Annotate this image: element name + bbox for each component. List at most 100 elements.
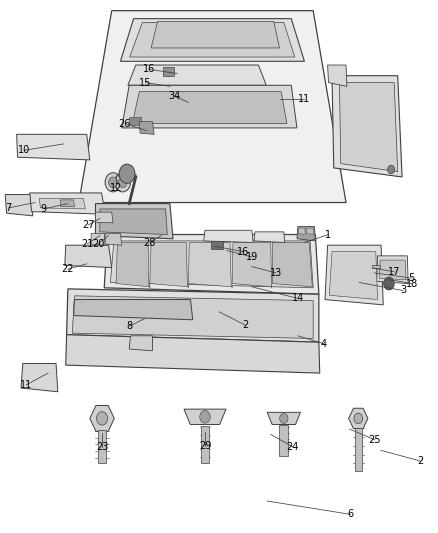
Polygon shape — [122, 85, 297, 128]
Polygon shape — [98, 430, 106, 463]
Polygon shape — [95, 212, 113, 223]
Polygon shape — [151, 21, 279, 48]
Polygon shape — [355, 428, 362, 472]
Polygon shape — [299, 228, 305, 235]
Circle shape — [105, 173, 121, 192]
Text: 25: 25 — [368, 435, 381, 445]
Text: 19: 19 — [246, 252, 258, 262]
Text: 17: 17 — [388, 267, 400, 277]
Polygon shape — [307, 228, 314, 235]
Circle shape — [388, 165, 395, 174]
Text: 16: 16 — [237, 247, 249, 256]
Polygon shape — [297, 227, 315, 241]
Polygon shape — [60, 200, 74, 207]
Text: 21: 21 — [81, 239, 94, 248]
Text: 13: 13 — [270, 268, 282, 278]
Polygon shape — [188, 243, 231, 287]
Text: 24: 24 — [286, 442, 299, 451]
Circle shape — [109, 177, 117, 188]
Text: 23: 23 — [96, 442, 108, 451]
Polygon shape — [104, 235, 319, 294]
Circle shape — [384, 277, 394, 290]
Text: 29: 29 — [199, 441, 211, 451]
Polygon shape — [254, 232, 285, 243]
Polygon shape — [72, 296, 313, 338]
Text: 18: 18 — [406, 279, 418, 288]
Polygon shape — [100, 209, 167, 235]
Text: 22: 22 — [62, 264, 74, 274]
Polygon shape — [120, 19, 304, 61]
Polygon shape — [139, 122, 154, 134]
Text: 10: 10 — [18, 146, 30, 155]
Polygon shape — [17, 134, 90, 160]
Text: 14: 14 — [292, 294, 304, 303]
Text: 9: 9 — [41, 204, 47, 214]
Text: 8: 8 — [126, 321, 132, 331]
Polygon shape — [130, 22, 295, 57]
Polygon shape — [201, 426, 209, 463]
Polygon shape — [184, 409, 226, 424]
Polygon shape — [66, 335, 320, 373]
Polygon shape — [329, 252, 378, 300]
Polygon shape — [116, 243, 149, 287]
Text: 27: 27 — [82, 220, 95, 230]
Polygon shape — [110, 241, 313, 288]
Polygon shape — [65, 245, 112, 268]
Polygon shape — [328, 65, 347, 86]
Polygon shape — [349, 408, 368, 429]
Polygon shape — [272, 243, 312, 287]
Text: 5: 5 — [409, 273, 415, 283]
Polygon shape — [91, 233, 105, 245]
Text: 6: 6 — [347, 510, 353, 519]
Polygon shape — [325, 245, 383, 305]
Polygon shape — [105, 233, 122, 245]
Text: 20: 20 — [92, 239, 105, 248]
Polygon shape — [339, 83, 398, 172]
Polygon shape — [279, 425, 288, 456]
Text: 4: 4 — [321, 339, 327, 349]
Polygon shape — [79, 11, 346, 203]
Polygon shape — [95, 204, 173, 239]
Polygon shape — [267, 413, 300, 424]
Text: 34: 34 — [168, 91, 180, 101]
Polygon shape — [132, 92, 287, 124]
Text: 3: 3 — [400, 286, 406, 295]
Text: 16: 16 — [143, 64, 155, 74]
Polygon shape — [163, 67, 174, 76]
Text: 1: 1 — [325, 230, 332, 239]
Polygon shape — [5, 195, 33, 216]
Polygon shape — [232, 243, 272, 287]
Polygon shape — [21, 364, 58, 392]
Circle shape — [354, 413, 363, 424]
Polygon shape — [67, 289, 319, 342]
Polygon shape — [150, 243, 187, 287]
Text: 11: 11 — [298, 94, 311, 103]
Text: 12: 12 — [110, 183, 122, 192]
Text: 7: 7 — [6, 203, 12, 213]
Polygon shape — [211, 241, 223, 249]
Polygon shape — [379, 260, 406, 280]
Text: 2: 2 — [417, 456, 424, 466]
Text: 28: 28 — [144, 238, 156, 247]
Polygon shape — [377, 256, 408, 284]
Circle shape — [119, 164, 135, 183]
Polygon shape — [204, 230, 253, 243]
Polygon shape — [129, 336, 152, 351]
Polygon shape — [372, 265, 380, 268]
Circle shape — [279, 414, 288, 423]
Polygon shape — [39, 198, 85, 209]
Text: 26: 26 — [119, 119, 131, 128]
Circle shape — [115, 173, 131, 192]
Polygon shape — [74, 300, 193, 320]
Polygon shape — [128, 65, 266, 85]
Text: 15: 15 — [139, 78, 152, 87]
Circle shape — [200, 410, 210, 423]
Polygon shape — [90, 406, 114, 431]
Text: 11: 11 — [20, 380, 32, 390]
Polygon shape — [332, 76, 402, 177]
Polygon shape — [129, 117, 141, 125]
Text: 2: 2 — [242, 320, 248, 330]
Circle shape — [118, 177, 127, 188]
Circle shape — [96, 411, 108, 425]
Polygon shape — [30, 193, 105, 214]
